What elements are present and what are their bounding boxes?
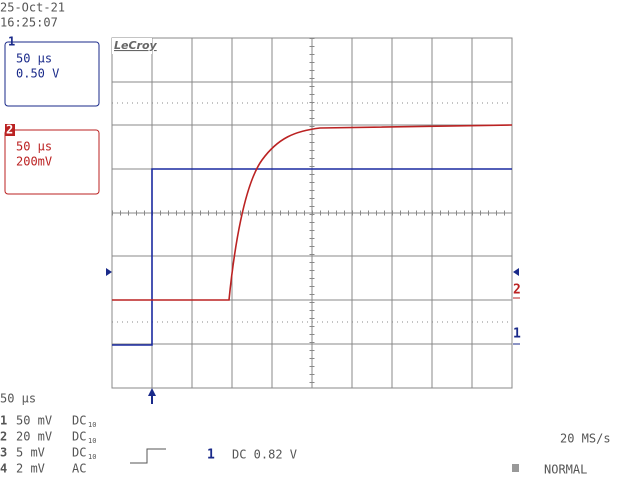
input-coupling: DC bbox=[72, 414, 86, 428]
channel-2-tag bbox=[5, 124, 15, 136]
channel-1-number: 1 bbox=[8, 35, 15, 49]
trigger-level: DC 0.82 V bbox=[232, 448, 297, 462]
graticule bbox=[111, 37, 513, 389]
trace-1 bbox=[112, 168, 512, 346]
channel-2-scale: 200mV bbox=[16, 155, 52, 169]
input-number: 4 bbox=[0, 462, 7, 476]
channel-2-number: 2 bbox=[6, 123, 13, 137]
time: 16:25:07 bbox=[0, 16, 58, 30]
trigger-slope-icon bbox=[130, 448, 166, 464]
input-coupling: AC bbox=[72, 462, 86, 476]
trigger-arrow bbox=[148, 388, 156, 404]
left-marker bbox=[106, 268, 112, 276]
channel-1-timebase: 50 µs bbox=[16, 52, 52, 66]
input-probe: 10 bbox=[88, 421, 96, 429]
input-number: 3 bbox=[0, 446, 7, 460]
logo-bg bbox=[112, 38, 152, 54]
input-sensitivity: 50 mV bbox=[16, 414, 52, 428]
input-sensitivity: 20 mV bbox=[16, 430, 52, 444]
trace-1-marker: 1 bbox=[513, 327, 521, 342]
sample-rate: 20 MS/s bbox=[560, 432, 611, 446]
input-probe: 10 bbox=[88, 437, 96, 445]
trace-2 bbox=[112, 124, 513, 301]
channel-1-scale: 0.50 V bbox=[16, 67, 59, 81]
trigger-mode: NORMAL bbox=[544, 463, 587, 477]
input-number: 1 bbox=[0, 414, 7, 428]
right-marker bbox=[513, 268, 519, 276]
channel-1-box bbox=[4, 41, 100, 107]
trace-2-marker: 2 bbox=[513, 283, 521, 298]
mode-indicator bbox=[512, 464, 519, 472]
input-sensitivity: 5 mV bbox=[16, 446, 45, 460]
input-coupling: DC bbox=[72, 430, 86, 444]
date: 25-Oct-21 bbox=[0, 1, 65, 15]
brand: LeCroy bbox=[114, 39, 158, 52]
input-coupling: DC bbox=[72, 446, 86, 460]
input-probe: 10 bbox=[88, 453, 96, 461]
input-sensitivity: 2 mV bbox=[16, 462, 45, 476]
footer-timebase: 50 µs bbox=[0, 392, 36, 406]
channel-2-box bbox=[4, 129, 100, 195]
input-number: 2 bbox=[0, 430, 7, 444]
trigger-source: 1 bbox=[207, 448, 215, 463]
input-list: 1 50 mV DC 10 2 20 mV DC 10 3 5 mV DC 10… bbox=[0, 414, 96, 476]
channel-2-timebase: 50 µs bbox=[16, 140, 52, 154]
